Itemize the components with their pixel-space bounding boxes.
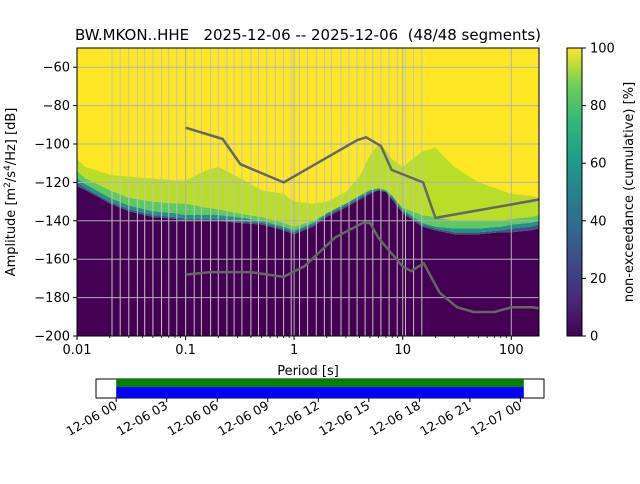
gridlines <box>77 48 539 336</box>
plot-area <box>77 48 539 336</box>
y-axis: −60 −80 −100 −120 −140 −160 −180 −200 <box>34 61 77 345</box>
colorbar-tick-label: 40 <box>590 214 607 229</box>
colorbar-gradient <box>566 47 583 337</box>
colorbar-tick-label: 0 <box>590 330 598 345</box>
x-tick-label: 1 <box>290 343 298 358</box>
y-tick-label: −60 <box>43 61 70 76</box>
coverage-data-bar <box>116 379 524 387</box>
y-tick-label: −160 <box>34 253 70 268</box>
colorbar-tick-label: 80 <box>590 99 607 114</box>
nlnm-line <box>185 221 539 314</box>
x-axis: 0.01 0.1 1 10 100 <box>63 336 524 358</box>
colorbar-tick-label: 60 <box>590 157 607 172</box>
coverage-tick-label: 12-06 12 <box>266 398 322 439</box>
band-45 <box>77 178 539 233</box>
coverage-tick-label: 12-07 00 <box>468 398 524 439</box>
chart-title: BW.MKON..HHE 2025-12-06 -- 2025-12-06 (4… <box>75 26 541 44</box>
y-tick-label: −120 <box>34 176 70 191</box>
x-tick-label: 100 <box>499 343 524 358</box>
coverage-tick-label: 12-06 00 <box>64 398 120 439</box>
colorbar-label: non-exceedance (cumulative) [%] <box>622 82 637 302</box>
coverage-tick-label: 12-06 18 <box>367 398 423 439</box>
colorbar-tick-label: 20 <box>590 272 607 287</box>
y-tick-label: −80 <box>43 99 70 114</box>
y-tick-label: −200 <box>34 330 70 345</box>
noise-models <box>185 126 539 314</box>
band-100 <box>77 144 539 227</box>
x-tick-label: 10 <box>394 343 411 358</box>
x-tick-label: 0.01 <box>63 343 92 358</box>
segment-lines <box>111 48 423 336</box>
x-axis-label: Period [s] <box>277 364 339 379</box>
y-tick-label: −140 <box>34 214 70 229</box>
band-75 <box>77 170 539 231</box>
coverage-tick-label: 12-06 21 <box>417 398 473 439</box>
y-tick-label: −180 <box>34 291 70 306</box>
coverage-processed-bar <box>116 387 524 398</box>
colorbar: 0 20 40 60 80 100 non-exceedance (cumulative)… <box>566 42 637 345</box>
x-tick-label: 0.1 <box>175 343 196 358</box>
colorbar-tick-label: 100 <box>590 42 615 57</box>
coverage-tick-label: 12-06 09 <box>215 398 271 439</box>
coverage-tick-label: 12-06 03 <box>114 398 170 439</box>
y-axis-label: Amplitude [m2/s4/Hz] [dB] <box>3 108 19 277</box>
coverage-tick-label: 12-06 06 <box>165 398 221 439</box>
y-tick-label: −100 <box>34 138 70 153</box>
coverage-tick-label: 12-06 15 <box>316 398 372 439</box>
nhnm-line <box>185 126 539 220</box>
plot-frame <box>76 47 540 337</box>
colorbar-ticks: 0 20 40 60 80 100 <box>582 42 615 345</box>
